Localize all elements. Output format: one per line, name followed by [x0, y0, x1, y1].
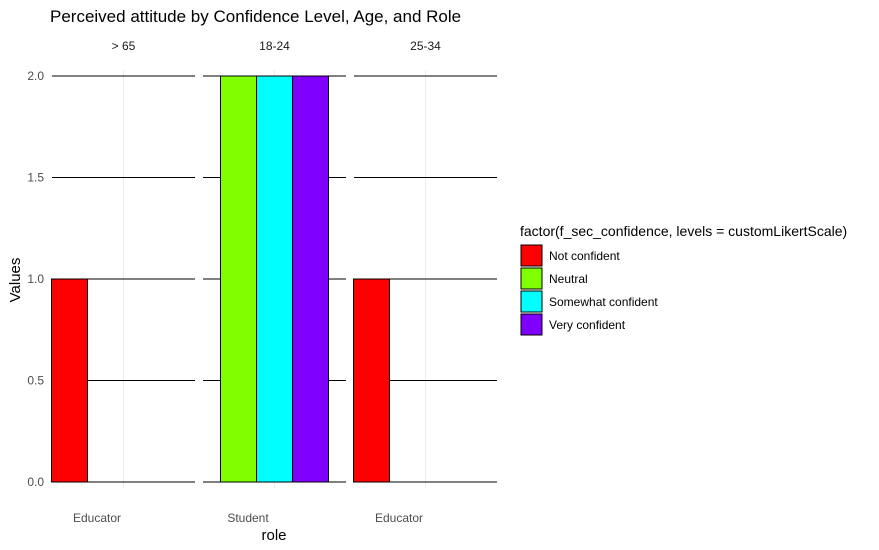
x-tick-label: Student: [227, 511, 269, 525]
legend-swatch: [520, 244, 543, 267]
x-tick-label: Educator: [73, 511, 121, 525]
legend-label: Somewhat confident: [549, 295, 658, 309]
y-tick-label: 1.0: [27, 272, 44, 286]
legend-swatch: [520, 290, 543, 313]
y-tick-label: 1.5: [27, 171, 44, 185]
y-axis: 0.0 0.5 1.0 1.5 2.0: [27, 69, 44, 489]
legend-label: Not confident: [549, 249, 620, 263]
facet-panel: 18-24 Student: [203, 39, 346, 525]
bar-not-confident: [51, 278, 88, 483]
bar-not-confident: [353, 278, 390, 483]
y-tick-label: 0.5: [27, 374, 44, 388]
facet-label: 25-34: [410, 39, 441, 53]
legend-swatch: [520, 267, 543, 290]
x-axis-title: role: [261, 527, 286, 544]
bar-neutral: [220, 75, 257, 483]
y-tick-label: 0.0: [27, 475, 44, 489]
facet-panel: 25-34 Educator: [353, 39, 497, 525]
bar-very-confident: [292, 75, 329, 483]
facet-panels: > 65 Educator 18-24 Student 25-34 Educator: [51, 39, 497, 525]
chart-title: Perceived attitude by Confidence Level, …: [50, 7, 461, 26]
legend: factor(f_sec_confidence, levels = custom…: [520, 223, 847, 336]
y-axis-title: Values: [7, 258, 24, 303]
x-tick-label: Educator: [375, 511, 423, 525]
y-tick-label: 2.0: [27, 69, 44, 83]
bar-somewhat-confident: [256, 75, 293, 483]
legend-title: factor(f_sec_confidence, levels = custom…: [520, 223, 847, 239]
legend-label: Very confident: [549, 318, 626, 332]
facet-panel: > 65 Educator: [51, 39, 195, 525]
facet-label: > 65: [112, 39, 136, 53]
legend-label: Neutral: [549, 272, 588, 286]
facet-label: 18-24: [259, 39, 290, 53]
legend-swatch: [520, 313, 543, 336]
